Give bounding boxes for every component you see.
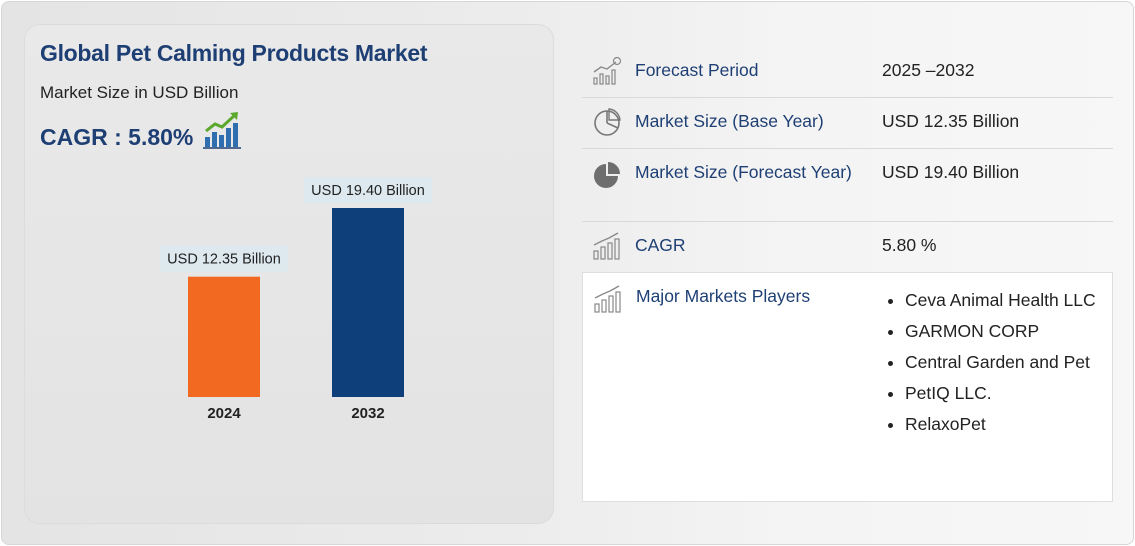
bar-growth-icon: [593, 232, 620, 260]
bar-growth-icon: [594, 285, 621, 313]
cagr-row: CAGR 5.80 %: [582, 221, 1113, 273]
cagr-headline: CAGR : 5.80%: [40, 124, 194, 150]
bar-2032: [332, 208, 404, 397]
pie-filled-icon: [594, 162, 620, 188]
forecast-year-row: Market Size (Forecast Year) USD 19.40 Bi…: [582, 148, 1113, 222]
bar-2024: [188, 276, 260, 397]
cagr-label: CAGR: [635, 235, 686, 255]
base-year-row: Market Size (Base Year) USD 12.35 Billio…: [582, 97, 1113, 149]
forecast-period-value: 2025 –2032: [882, 60, 975, 80]
forecast-period-row: Forecast Period 2025 –2032: [582, 46, 1113, 98]
data-label-bg: [160, 245, 288, 272]
info-panel: Forecast Period 2025 –2032 Market Size (…: [582, 46, 1113, 502]
chart-card: [24, 24, 554, 524]
pie-outline-icon: [594, 108, 621, 136]
forecast-year-label: Market Size (Forecast Year): [635, 162, 852, 182]
base-year-value: USD 12.35 Billion: [882, 111, 1020, 131]
base-year-label: Market Size (Base Year): [635, 111, 824, 131]
growth-chart-icon: [203, 112, 241, 149]
players-list: Ceva Animal Health LLC GARMON CORP Centr…: [883, 287, 1110, 442]
major-players-label: Major Markets Players: [636, 286, 811, 306]
bar-chart: USD 12.35 Billion 2024 USD 19.40 Billion 20…: [160, 177, 432, 422]
chart-subtitle: Market Size in USD Billion: [40, 83, 239, 102]
player-item: PetIQ LLC.: [905, 380, 1110, 406]
category-label-2032: 2032: [351, 405, 384, 422]
data-label-2024: USD 12.35 Billion: [167, 252, 281, 268]
forecast-year-value: USD 19.40 Billion: [882, 162, 1020, 182]
player-item: RelaxoPet: [905, 411, 1110, 437]
forecast-period-label: Forecast Period: [635, 60, 759, 80]
player-item: GARMON CORP: [905, 318, 1110, 344]
player-item: Central Garden and Pet: [905, 349, 1110, 375]
page-title: Global Pet Calming Products Market: [40, 40, 428, 66]
category-label-2024: 2024: [207, 405, 241, 422]
data-label-2032: USD 19.40 Billion: [311, 183, 425, 199]
cagr-value: 5.80 %: [882, 235, 937, 255]
player-item: Ceva Animal Health LLC: [905, 287, 1110, 313]
major-players-section: Major Markets Players Ceva Animal Health…: [582, 272, 1113, 502]
trend-chart-icon: [593, 56, 622, 85]
data-label-bg: [304, 177, 432, 203]
